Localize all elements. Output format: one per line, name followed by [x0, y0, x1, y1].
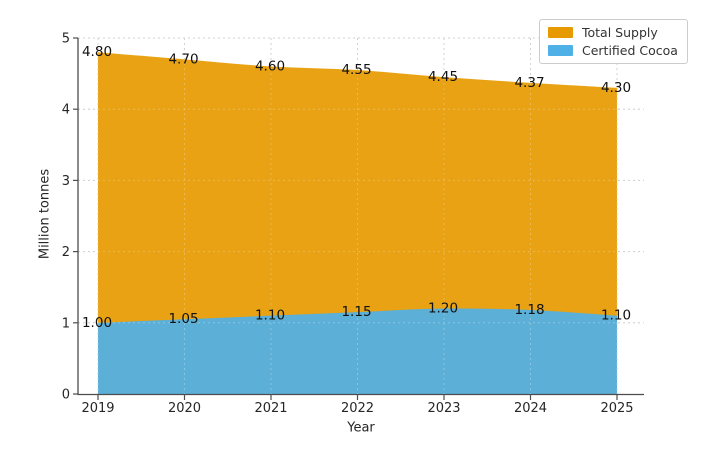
x-tick-label-2020: 2020 [168, 401, 201, 416]
x-axis-title: Year [347, 420, 375, 436]
data-label-certified-cocoa-2021: 1.10 [255, 308, 285, 324]
x-tick-label-2022: 2022 [341, 401, 374, 416]
x-tick-label-2021: 2021 [254, 401, 287, 416]
legend-label-certified-cocoa: Certified Cocoa [582, 43, 678, 58]
x-tick-label-2025: 2025 [600, 401, 633, 416]
y-tick-label-3: 3 [62, 174, 70, 189]
data-label-certified-cocoa-2024: 1.18 [514, 302, 544, 318]
data-label-certified-cocoa-2023: 1.20 [428, 301, 458, 317]
area-certified-cocoa [98, 308, 617, 394]
y-tick-label-0: 0 [62, 388, 70, 403]
data-label-total-supply-2025: 4.30 [601, 80, 631, 96]
y-tick-label-5: 5 [62, 32, 70, 47]
legend: Total Supply Certified Cocoa [539, 19, 688, 64]
legend-item-certified-cocoa: Certified Cocoa [548, 43, 678, 58]
y-axis-title: Million tonnes [37, 168, 53, 260]
x-tick-label-2024: 2024 [514, 401, 547, 416]
data-label-total-supply-2019: 4.80 [82, 44, 112, 60]
legend-swatch-certified-cocoa [548, 45, 573, 56]
data-label-total-supply-2022: 4.55 [341, 62, 371, 78]
data-label-total-supply-2021: 4.60 [255, 59, 285, 75]
data-label-total-supply-2020: 4.70 [168, 51, 198, 67]
legend-swatch-total-supply [548, 27, 573, 38]
y-tick-label-4: 4 [62, 103, 70, 118]
data-label-total-supply-2023: 4.45 [428, 69, 458, 85]
data-label-certified-cocoa-2020: 1.05 [168, 311, 198, 327]
data-label-certified-cocoa-2019: 1.00 [82, 315, 112, 331]
legend-label-total-supply: Total Supply [582, 25, 658, 40]
x-tick-label-2019: 2019 [81, 401, 114, 416]
legend-item-total-supply: Total Supply [548, 25, 678, 40]
data-label-certified-cocoa-2025: 1.10 [601, 308, 631, 324]
area-total-supply [98, 52, 617, 395]
data-label-total-supply-2024: 4.37 [514, 75, 544, 91]
data-label-certified-cocoa-2022: 1.15 [341, 304, 371, 320]
y-tick-label-2: 2 [62, 245, 70, 260]
x-tick-label-2023: 2023 [427, 401, 460, 416]
y-tick-label-1: 1 [62, 316, 70, 331]
